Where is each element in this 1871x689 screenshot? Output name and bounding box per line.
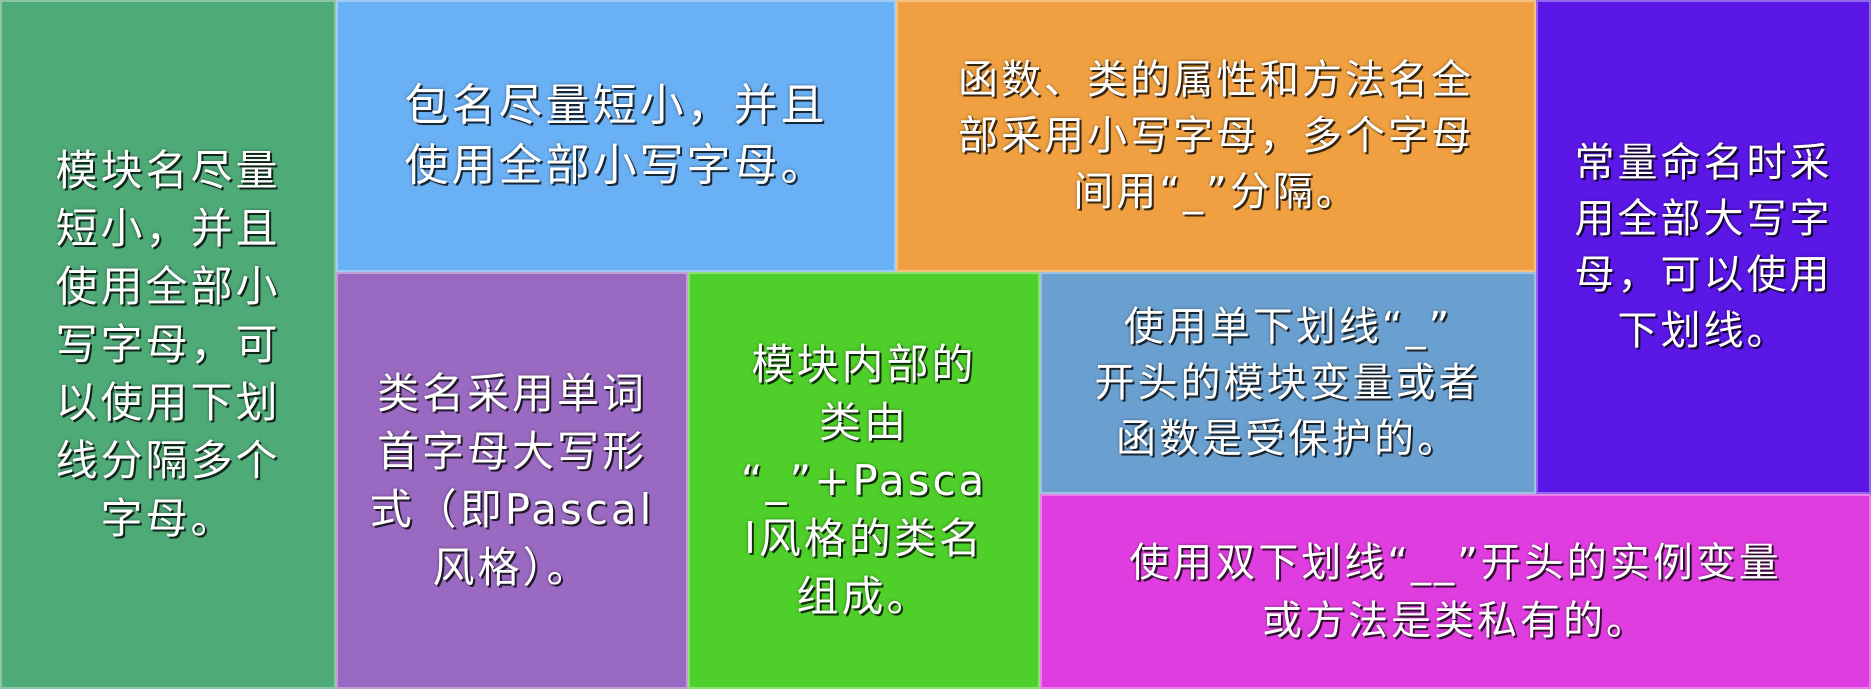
single-underscore-tile: 使用单下划线“_” 开头的模块变量或者 函数是受保护的。	[1040, 272, 1536, 494]
constant-naming-text: 常量命名时采 用全部大写字 母，可以使用 下划线。	[1574, 140, 1833, 354]
double-underscore-tile: 使用双下划线“__”开头的实例变量 或方法是类私有的。	[1040, 494, 1871, 689]
package-naming-tile: 包名尽量短小，并且 使用全部小写字母。	[336, 0, 896, 272]
function-naming-tile: 函数、类的属性和方法名全 部采用小写字母，多个字母 间用“_”分隔。	[896, 0, 1536, 272]
constant-naming-tile: 常量命名时采 用全部大写字 母，可以使用 下划线。	[1536, 0, 1871, 494]
function-naming-text: 函数、类的属性和方法名全 部采用小写字母，多个字母 间用“_”分隔。	[958, 57, 1474, 215]
double-underscore-text: 使用双下划线“__”开头的实例变量 或方法是类私有的。	[1129, 539, 1782, 644]
inner-class-naming-text: 模块内部的 类由 “_”+Pasca l风格的类名 组成。	[740, 339, 988, 621]
class-naming-text: 类名采用单词 首字母大写形 式（即Pascal 风格）。	[369, 368, 655, 592]
single-underscore-text: 使用单下划线“_” 开头的模块变量或者 函数是受保护的。	[1094, 304, 1482, 462]
module-naming-tile: 模块名尽量 短小，并且 使用全部小 写字母，可 以使用下划 线分隔多个 字母。	[0, 0, 336, 689]
package-naming-text: 包名尽量短小，并且 使用全部小写字母。	[404, 80, 828, 191]
inner-class-naming-tile: 模块内部的 类由 “_”+Pasca l风格的类名 组成。	[688, 272, 1040, 689]
module-naming-text: 模块名尽量 短小，并且 使用全部小 写字母，可 以使用下划 线分隔多个 字母。	[55, 145, 281, 543]
class-naming-tile: 类名采用单词 首字母大写形 式（即Pascal 风格）。	[336, 272, 688, 689]
